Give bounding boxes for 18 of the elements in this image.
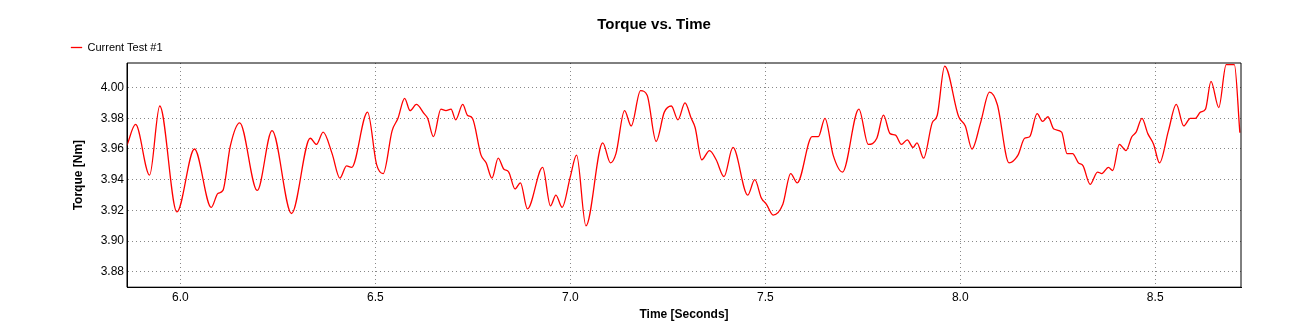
x-tick-label: 7.5 bbox=[756, 289, 774, 304]
x-tick-label: 8.5 bbox=[1146, 289, 1164, 304]
x-axis-title: Time [Seconds] bbox=[639, 307, 729, 322]
y-tick-label: 3.96 bbox=[100, 141, 125, 156]
legend-label: Current Test #1 bbox=[87, 40, 163, 53]
line-series bbox=[127, 63, 1241, 227]
x-tick-label: 6.0 bbox=[172, 289, 190, 304]
y-tick-label: 3.98 bbox=[100, 110, 125, 125]
x-tick-label: 7.0 bbox=[561, 289, 579, 304]
y-axis-title: Torque [Nm] bbox=[70, 139, 85, 211]
y-tick-label: 3.90 bbox=[100, 233, 125, 248]
x-tick-label: 8.0 bbox=[951, 289, 969, 304]
y-tick-label: 3.92 bbox=[100, 202, 125, 217]
y-tick-label: 3.88 bbox=[100, 264, 125, 279]
y-tick-label: 3.94 bbox=[100, 172, 125, 187]
y-tick-label: 4.00 bbox=[100, 79, 125, 94]
chart-title: Torque vs. Time bbox=[597, 15, 711, 33]
x-tick-label: 6.5 bbox=[367, 289, 385, 304]
